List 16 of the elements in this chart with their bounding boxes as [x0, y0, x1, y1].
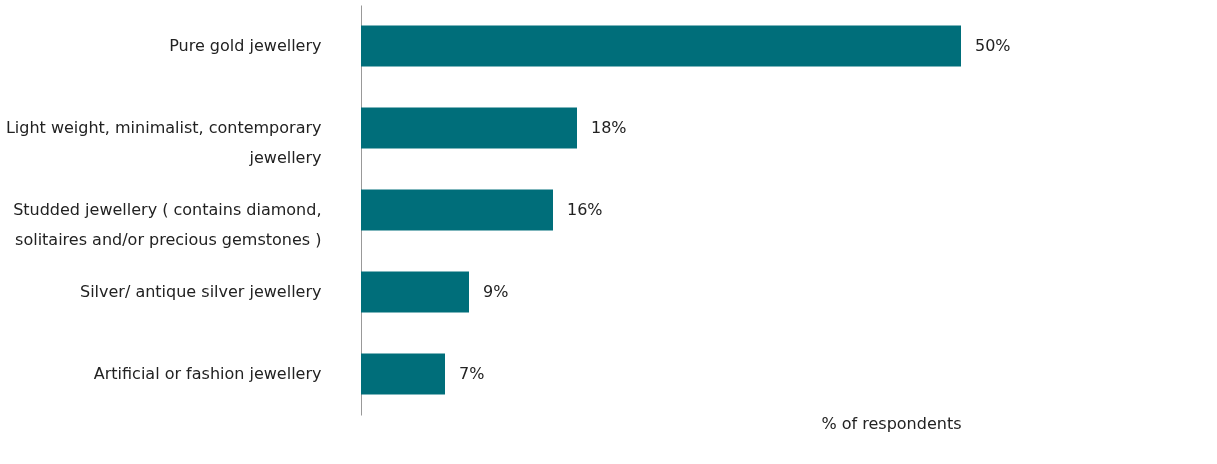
data-label: 16%	[567, 200, 603, 219]
bar	[361, 271, 469, 313]
data-label: 18%	[591, 118, 627, 137]
x-axis-title: % of respondents	[821, 413, 962, 433]
bar	[361, 107, 577, 149]
y-tick-label: Light weight, minimalist, contemporary jewellery	[5, 118, 322, 167]
bar	[361, 189, 553, 231]
y-tick-label: Silver/ antique silver jewellery	[79, 282, 322, 301]
y-tick-label: Studded jewellery ( contains diamond, solitaires and/or precious gemstones )	[13, 200, 322, 249]
bar	[361, 353, 445, 395]
data-label: 50%	[975, 36, 1011, 55]
y-tick-label: Pure gold jewellery	[169, 36, 322, 55]
y-tick-label: Artificial or fashion jewellery	[93, 364, 322, 383]
bar	[361, 25, 961, 67]
data-label: 9%	[483, 282, 509, 301]
data-label: 7%	[459, 364, 485, 383]
